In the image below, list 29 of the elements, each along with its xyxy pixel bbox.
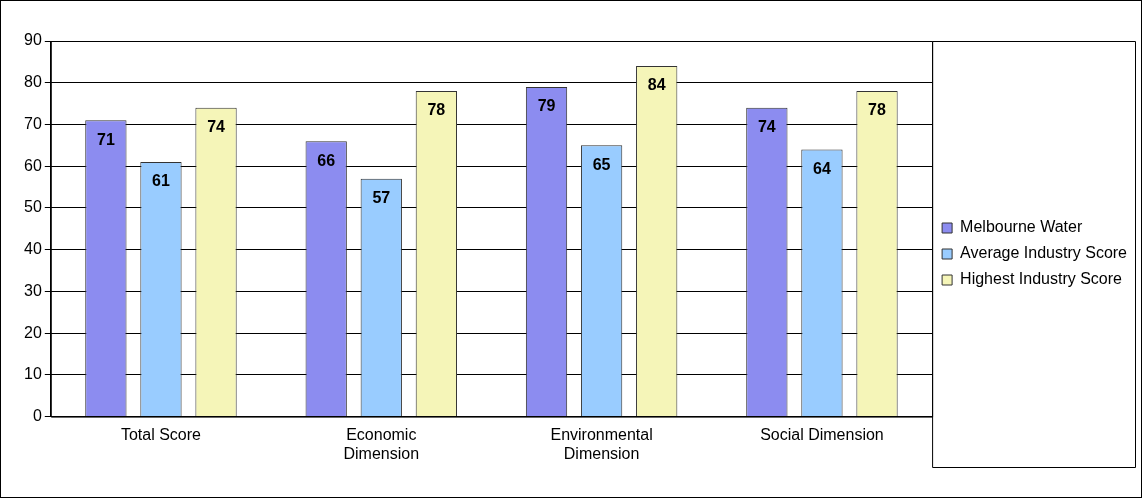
y-tick-label: 50 (24, 198, 42, 216)
data-label: 64 (813, 159, 831, 177)
y-tick-label: 30 (24, 281, 42, 299)
data-label: 74 (207, 118, 226, 136)
data-label: 57 (372, 189, 391, 207)
x-tick-label: Economic Dimension (343, 425, 420, 462)
data-label: 78 (427, 101, 446, 119)
y-tick-label: 20 (24, 323, 42, 341)
data-label: 71 (96, 130, 115, 148)
x-tick-label: Environmental Dimension (550, 425, 653, 462)
data-label: 79 (537, 97, 556, 115)
data-label: 66 (317, 151, 336, 169)
x-tick-label: Total Score (120, 425, 202, 443)
data-label: 65 (592, 155, 611, 173)
y-tick-label: 0 (32, 407, 42, 425)
legend-label: Average Industry Score (960, 244, 1128, 262)
data-label: 84 (647, 76, 666, 94)
y-tick-label: 40 (24, 240, 42, 258)
y-tick-label: 80 (24, 73, 42, 91)
legend-label: Melbourne Water (960, 218, 1083, 236)
legend-label: Highest Industry Score (960, 270, 1123, 288)
y-tick-label: 60 (24, 156, 42, 174)
x-tick-label: Social Dimension (760, 425, 884, 443)
y-tick-label: 10 (24, 365, 42, 383)
y-tick-label: 90 (24, 31, 42, 49)
data-label: 61 (152, 172, 170, 190)
y-tick-label: 70 (24, 114, 42, 132)
data-label: 78 (868, 101, 887, 119)
data-label: 74 (757, 118, 776, 136)
